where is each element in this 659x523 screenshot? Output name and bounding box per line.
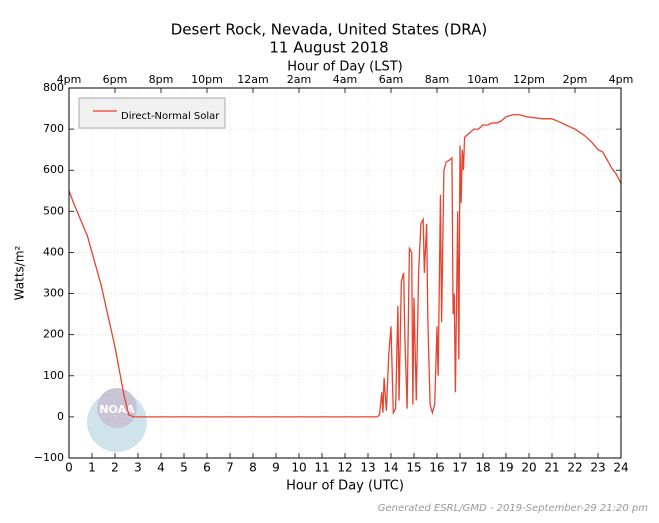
y-tick-label: 300 [43, 287, 64, 300]
x-tick-label: 23 [590, 461, 605, 475]
x-tick-label: 18 [475, 461, 490, 475]
x-tick-label: 15 [406, 461, 421, 475]
x2-tick-label: 4pm [609, 73, 634, 86]
x2-tick-label: 8am [425, 73, 449, 86]
x-tick-label: 5 [180, 461, 188, 475]
y-tick-label: 200 [43, 328, 64, 341]
y-tick-label: 400 [43, 245, 64, 258]
x-tick-label: 14 [383, 461, 398, 475]
x-tick-label: 4 [157, 461, 165, 475]
x2-tick-label: 6pm [103, 73, 128, 86]
x2-tick-label: 10am [467, 73, 498, 86]
x2-tick-label: 2pm [563, 73, 588, 86]
logo: NOAA [87, 388, 147, 452]
x-tick-label: 22 [567, 461, 582, 475]
y-tick-label: 0 [57, 410, 64, 423]
data-line [68, 114, 622, 418]
x-tick-label: 8 [249, 461, 257, 475]
chart-title: Desert Rock, Nevada, United States (DRA) [171, 21, 487, 39]
y-tick-label: −100 [34, 451, 64, 464]
x-tick-label: 13 [360, 461, 375, 475]
x-tick-label: 1 [88, 461, 96, 475]
x-tick-label: 24 [613, 461, 628, 475]
x-tick-label: 9 [272, 461, 280, 475]
x-tick-label: 7 [226, 461, 234, 475]
logo-text: NOAA [99, 403, 135, 416]
x-tick-label: 6 [203, 461, 211, 475]
y-tick-label: 500 [43, 204, 64, 217]
x-tick-label: 21 [544, 461, 559, 475]
x-tick-label: 11 [314, 461, 329, 475]
x2-tick-label: 10pm [191, 73, 223, 86]
x2-tick-label: 8pm [149, 73, 174, 86]
x-tick-label: 16 [429, 461, 444, 475]
x2-tick-label: 6am [379, 73, 403, 86]
legend-box [78, 97, 226, 129]
plot-frame [68, 87, 622, 459]
y-tick-label: 600 [43, 163, 64, 176]
x2-tick-label: 2am [287, 73, 311, 86]
chart-subtitle: 11 August 2018 [269, 39, 388, 57]
y-tick-label: 800 [43, 81, 64, 94]
x2-tick-label: 4am [333, 73, 357, 86]
legend-label: Direct-Normal Solar [121, 111, 220, 122]
footer-note: Generated ESRL/GMD - 2019-September-29 2… [378, 503, 648, 514]
x2-tick-label: 12am [237, 73, 268, 86]
x-tick-label: 10 [291, 461, 306, 475]
x-tick-label: 3 [134, 461, 142, 475]
x-axis-label: Hour of Day (UTC) [286, 479, 404, 494]
x2-axis-label: Hour of Day (LST) [287, 60, 403, 75]
x-tick-label: 17 [452, 461, 467, 475]
x-tick-label: 19 [498, 461, 513, 475]
y-axis-label: Watts/m² [13, 245, 27, 300]
x-tick-label: 0 [65, 461, 73, 475]
x2-tick-label: 4pm [57, 73, 82, 86]
x-tick-label: 12 [337, 461, 352, 475]
x-tick-label: 20 [521, 461, 536, 475]
y-tick-label: 700 [43, 122, 64, 135]
x2-tick-label: 12pm [513, 73, 545, 86]
y-tick-label: 100 [43, 369, 64, 382]
x-tick-label: 2 [111, 461, 119, 475]
